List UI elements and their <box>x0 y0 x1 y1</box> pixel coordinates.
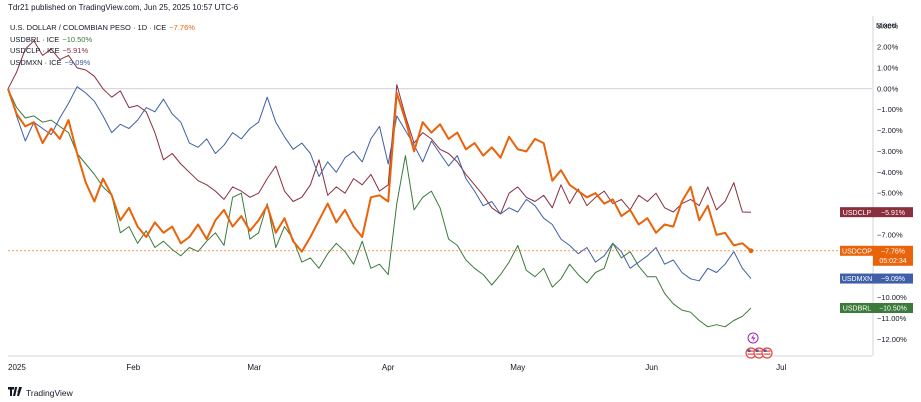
symbol-tag-bg <box>840 302 874 313</box>
y-tick-label: −3.00% <box>877 147 903 156</box>
chart-legend: U.S. DOLLAR / COLOMBIAN PESO · 1D · ICE −… <box>10 22 195 68</box>
legend-label: USDBRL · ICE <box>10 34 60 44</box>
y-tick-label: −4.00% <box>877 168 903 177</box>
legend-label: USDCLP · ICE <box>10 46 60 56</box>
symbol-tag-label: USDCLP <box>843 210 872 217</box>
price-tag-usdclp[interactable]: USDCLP −5.91% <box>840 207 913 218</box>
flag-stripe <box>747 353 755 355</box>
x-tick-label: Jun <box>645 363 658 372</box>
tradingview-logo-icon <box>8 387 22 398</box>
legend-row-usdbrl[interactable]: USDBRL · ICE −10.50% <box>10 34 195 46</box>
flag-canton <box>747 349 751 352</box>
symbol-tag-bg <box>840 245 874 256</box>
series-line-usdclp[interactable] <box>7 40 752 215</box>
flag-stripe <box>747 350 755 352</box>
legend-row-usdmxn[interactable]: USDMXN · ICE −9.09% <box>10 57 195 69</box>
flag-stripe <box>755 353 763 355</box>
series-line-usdbrl[interactable] <box>7 88 752 328</box>
flag-canton <box>755 349 759 352</box>
x-tick-label: May <box>510 363 525 372</box>
legend-change: −5.91% <box>62 46 89 56</box>
y-tick-label: −2.00% <box>877 126 903 135</box>
value-tag-label: −7.76% <box>881 248 905 255</box>
bar-countdown: 05:02:34 <box>879 258 906 265</box>
y-tick-label: −10.00% <box>877 293 907 302</box>
symbol-tag-label: USDCOP <box>842 248 872 255</box>
price-tag-usdmxn[interactable]: USDMXN −9.09% <box>840 273 913 284</box>
x-tick-label: Mar <box>247 363 261 372</box>
flag-stripe <box>755 350 763 352</box>
event-markers[interactable] <box>745 332 773 359</box>
value-tag-label: −10.50% <box>879 306 907 313</box>
flag-canton <box>763 349 767 352</box>
lightning-glyph <box>751 334 756 342</box>
flag-stripe <box>763 350 771 352</box>
y-tick-label: −12.00% <box>877 335 907 344</box>
x-tick-label: Jul <box>776 363 786 372</box>
legend-label: U.S. DOLLAR / COLOMBIAN PESO · 1D · ICE <box>10 23 167 32</box>
price-tag-usdcop[interactable]: USDCOP −7.76% 05:02:34 <box>840 245 913 266</box>
value-tag-bg <box>873 207 913 218</box>
series-layer <box>7 40 873 328</box>
price-tag-usdbrl[interactable]: USDBRL −10.50% <box>840 302 913 313</box>
symbol-tag-bg <box>840 273 874 284</box>
value-tag-bg <box>873 245 913 266</box>
series-line-usdmxn[interactable] <box>7 86 752 282</box>
y-tick-label: −5.00% <box>877 189 903 198</box>
axis-layer: 3.00% 2.00% 1.00% 0.00% −1.00% −2.00% −3.00% −4… <box>8 16 913 372</box>
symbol-tag-bg <box>840 207 874 218</box>
legend-row-usdclp[interactable]: USDCLP · ICE −5.91% <box>10 45 195 57</box>
price-chart[interactable]: 3.00% 2.00% 1.00% 0.00% −1.00% −2.00% −3.00% −4… <box>0 16 914 382</box>
value-tag-label: −9.09% <box>881 276 905 283</box>
y-tick-label: −1.00% <box>877 105 903 114</box>
flag-stripe <box>763 353 771 355</box>
legend-row-usdcop[interactable]: U.S. DOLLAR / COLOMBIAN PESO · 1D · ICE −… <box>10 22 195 34</box>
y-tick-label: −7.00% <box>877 230 903 239</box>
x-tick-label: Apr <box>382 363 395 372</box>
scale-mode-label[interactable]: Mixed <box>876 21 897 30</box>
legend-change: −7.76% <box>169 23 195 32</box>
y-tick-label: 0.00% <box>877 84 899 93</box>
y-tick-label: −11.00% <box>877 314 907 323</box>
tradingview-logo[interactable]: TradingView <box>8 387 73 398</box>
publisher-caption: Tdr21 published on TradingView.com, Jun … <box>8 3 239 12</box>
y-tick-label: 2.00% <box>877 43 899 52</box>
legend-label: USDMXN · ICE <box>10 57 62 67</box>
value-tag-label: −5.91% <box>881 210 905 217</box>
legend-change: −9.09% <box>64 57 91 67</box>
y-tick-label: 3.00% <box>877 22 899 31</box>
symbol-tag-label: USDMXN <box>842 276 872 283</box>
x-tick-label: Feb <box>126 363 140 372</box>
legend-change: −10.50% <box>62 34 93 44</box>
y-tick-label: 1.00% <box>877 63 899 72</box>
tradingview-brand: TradingView <box>26 387 73 398</box>
last-point-marker <box>748 248 754 254</box>
x-tick-label: 2025 <box>8 363 26 372</box>
value-tag-bg <box>873 302 913 313</box>
series-line-usdcop[interactable] <box>7 88 752 253</box>
symbol-tag-label: USDBRL <box>843 306 872 313</box>
value-tag-bg <box>873 273 913 284</box>
